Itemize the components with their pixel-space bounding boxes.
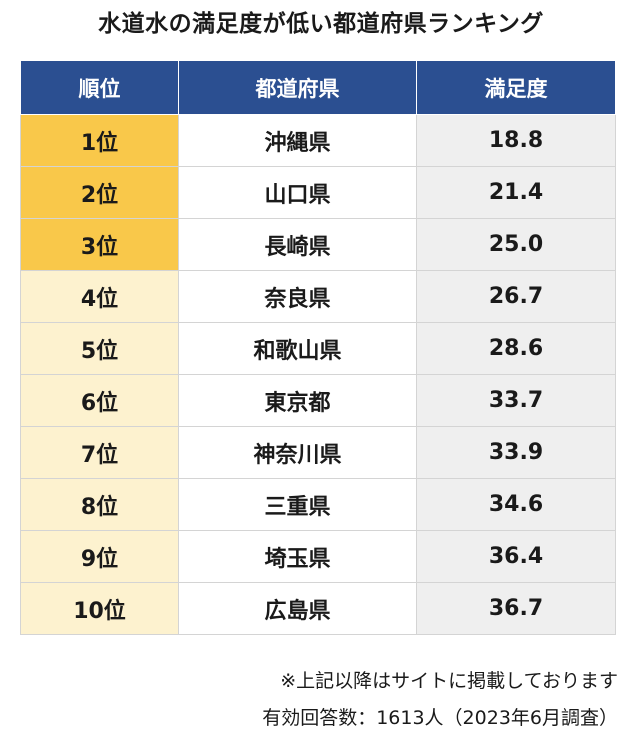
prefecture-cell: 三重県 [178, 478, 417, 531]
satisfaction-cell: 25.0 [416, 218, 616, 271]
ranking-table: 順位 都道府県 満足度 1位 沖縄県 18.8 2位 山口県 21.4 3位 長… [20, 60, 616, 635]
table-row: 6位 東京都 33.7 [20, 374, 616, 427]
rank-cell: 7位 [20, 426, 179, 479]
rank-cell: 4位 [20, 270, 179, 323]
prefecture-cell: 埼玉県 [178, 530, 417, 583]
column-header-rank: 順位 [20, 60, 179, 115]
prefecture-cell: 奈良県 [178, 270, 417, 323]
prefecture-cell: 和歌山県 [178, 322, 417, 375]
satisfaction-cell: 28.6 [416, 322, 616, 375]
satisfaction-cell: 36.4 [416, 530, 616, 583]
satisfaction-cell: 21.4 [416, 166, 616, 219]
satisfaction-cell: 36.7 [416, 582, 616, 635]
satisfaction-cell: 18.8 [416, 114, 616, 167]
table-row: 8位 三重県 34.6 [20, 478, 616, 531]
satisfaction-cell: 34.6 [416, 478, 616, 531]
rank-cell: 9位 [20, 530, 179, 583]
prefecture-cell: 山口県 [178, 166, 417, 219]
rank-cell: 8位 [20, 478, 179, 531]
page-title: 水道水の満足度が低い都道府県ランキング [98, 11, 544, 37]
prefecture-cell: 長崎県 [178, 218, 417, 271]
satisfaction-cell: 33.9 [416, 426, 616, 479]
rank-cell: 10位 [20, 582, 179, 635]
prefecture-cell: 沖縄県 [178, 114, 417, 167]
prefecture-cell: 神奈川県 [178, 426, 417, 479]
rank-cell: 6位 [20, 374, 179, 427]
prefecture-cell: 広島県 [178, 582, 417, 635]
footnote-text: ※上記以降はサイトに掲載しております [280, 670, 618, 692]
satisfaction-cell: 33.7 [416, 374, 616, 427]
table-row: 10位 広島県 36.7 [20, 582, 616, 635]
rank-cell: 2位 [20, 166, 179, 219]
table-row: 3位 長崎県 25.0 [20, 218, 616, 271]
prefecture-cell: 東京都 [178, 374, 417, 427]
table-row: 1位 沖縄県 18.8 [20, 114, 616, 167]
table-row: 2位 山口県 21.4 [20, 166, 616, 219]
table-row: 4位 奈良県 26.7 [20, 270, 616, 323]
survey-info-text: 有効回答数：1613人（2023年6月調査） [262, 707, 618, 729]
table-row: 5位 和歌山県 28.6 [20, 322, 616, 375]
rank-cell: 3位 [20, 218, 179, 271]
table-row: 9位 埼玉県 36.4 [20, 530, 616, 583]
satisfaction-cell: 26.7 [416, 270, 616, 323]
rank-cell: 1位 [20, 114, 179, 167]
table-row: 7位 神奈川県 33.9 [20, 426, 616, 479]
table-header-row: 順位 都道府県 満足度 [20, 60, 616, 115]
rank-cell: 5位 [20, 322, 179, 375]
column-header-prefecture: 都道府県 [178, 60, 417, 115]
column-header-satisfaction: 満足度 [416, 60, 616, 115]
